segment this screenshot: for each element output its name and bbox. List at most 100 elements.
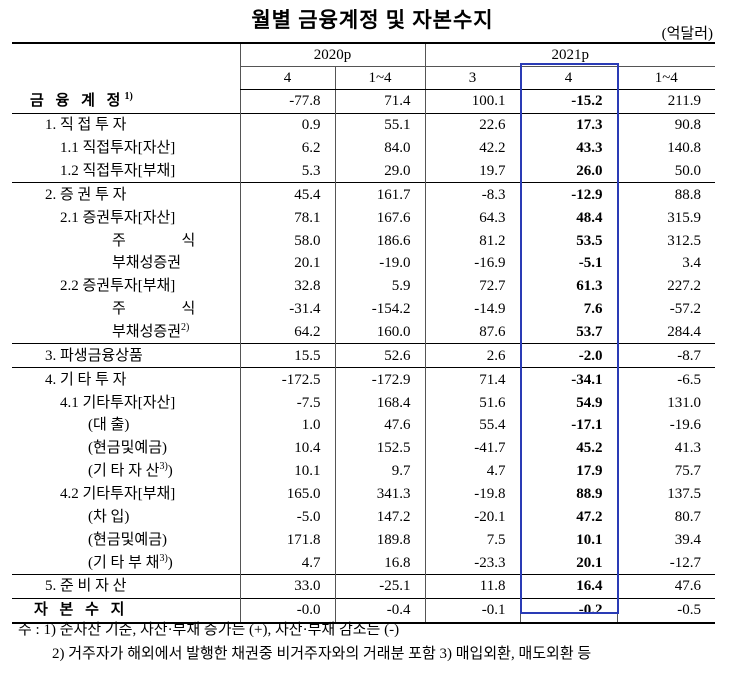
- label-text: 1. 직 접 투 자: [45, 117, 127, 134]
- row-label: 2.2 증권투자[부채]: [12, 275, 240, 298]
- cell-value: 7.6: [519, 297, 617, 321]
- cell-value: 58.0: [239, 229, 335, 253]
- row-label: 4.1 기타투자[자산]: [12, 391, 240, 414]
- cell-value: 88.8: [616, 182, 715, 207]
- cell-value: -15.2: [519, 89, 617, 114]
- cell-value: 284.4: [616, 320, 715, 344]
- label-text: 4. 기 타 투 자: [45, 371, 127, 388]
- cell-value: 64.2: [239, 320, 335, 344]
- label-text: (현금및예금): [88, 531, 167, 548]
- period-header: 4: [519, 66, 617, 90]
- table-row: 4.2 기타투자[부채] 165.0 341.3 -19.8 88.9 137.5: [12, 482, 715, 506]
- cell-value: 47.2: [519, 505, 617, 529]
- cell-value: -12.9: [519, 182, 617, 207]
- cell-value: 17.3: [519, 112, 617, 137]
- cell-value: -12.7: [616, 551, 715, 575]
- cell-value: 53.5: [519, 229, 617, 253]
- cell-value: 53.7: [519, 320, 617, 344]
- cell-value: -2.0: [519, 343, 617, 368]
- label-text: 주 식: [112, 232, 196, 249]
- year-row: 2020p 2021p: [12, 42, 715, 90]
- table-row: 부채성증권2) 64.2 160.0 87.6 53.7 284.4: [12, 320, 715, 344]
- cell-value: -14.9: [424, 297, 520, 321]
- label-text: 2.2 증권투자[부채]: [60, 278, 176, 295]
- cell-value: 33.0: [239, 574, 335, 599]
- cell-value: 171.8: [239, 528, 335, 552]
- cell-value: -77.8: [239, 89, 335, 114]
- label-text: 2.1 증권투자[자산]: [60, 209, 176, 226]
- cell-value: 315.9: [616, 206, 715, 230]
- row-label: (현금및예금): [12, 528, 240, 551]
- cell-value: -17.1: [519, 414, 617, 437]
- table-row: 2.1 증권투자[자산] 78.1 167.6 64.3 48.4 315.9: [12, 206, 715, 230]
- row-label: 4. 기 타 투 자: [12, 367, 240, 392]
- cell-value: 72.7: [424, 274, 520, 298]
- cell-value: -0.2: [519, 597, 617, 624]
- cell-value: -20.1: [424, 505, 520, 529]
- row-label: 1. 직 접 투 자: [12, 112, 240, 137]
- row-label: (차 입): [12, 505, 240, 528]
- cell-value: 26.0: [519, 159, 617, 183]
- cell-value: 78.1: [239, 206, 335, 230]
- footnote: 주 : 1) 순자산 기준, 자산·부채 증가는 (+), 자산·부채 감소는 …: [18, 622, 400, 638]
- row-label: 2. 증 권 투 자: [12, 182, 240, 207]
- table-row: 주 식 58.0 186.6 81.2 53.5 312.5: [12, 229, 715, 253]
- cell-value: 61.3: [519, 274, 617, 298]
- row-label: 금 융 계 정1): [12, 90, 240, 114]
- table-row: 금 융 계 정1) -77.8 71.4 100.1 -15.2 211.9: [12, 89, 715, 114]
- label-text: (기 타 부 채: [88, 554, 160, 571]
- table-row: 4.1 기타투자[자산] -7.5 168.4 51.6 54.9 131.0: [12, 391, 715, 415]
- cell-value: -41.7: [424, 436, 520, 460]
- row-label: 자 본 수 지: [12, 597, 240, 624]
- table-row: 3. 파생금융상품 15.5 52.6 2.6 -2.0 -8.7: [12, 343, 715, 368]
- cell-value: 47.6: [616, 574, 715, 599]
- cell-value: 51.6: [424, 391, 520, 415]
- cell-value: -8.7: [616, 343, 715, 368]
- cell-value: 227.2: [616, 274, 715, 298]
- label-text: 자 본 수 지: [34, 602, 129, 619]
- table-row: 1.2 직접투자[부채] 5.3 29.0 19.7 26.0 50.0: [12, 159, 715, 183]
- cell-value: 42.2: [424, 136, 520, 160]
- table-head: 2020p 2021p 4 1~4 3 4 1~4: [12, 42, 715, 90]
- year-header: 2021p: [424, 42, 715, 67]
- cell-value: 32.8: [239, 274, 335, 298]
- row-label: 3. 파생금융상품: [12, 343, 240, 368]
- cell-value: 211.9: [616, 89, 715, 114]
- cell-value: 1.0: [239, 414, 335, 437]
- cell-value: 22.6: [424, 112, 520, 137]
- footnote: 2) 거주자가 해외에서 발행한 채권중 비거주자와의 거래분 포함 3) 매입…: [52, 646, 592, 662]
- table-row: (차 입) -5.0 147.2 -20.1 47.2 80.7: [12, 505, 715, 529]
- cell-value: 39.4: [616, 528, 715, 552]
- row-label: 1.2 직접투자[부채]: [12, 160, 240, 183]
- label-text: (차 입): [88, 508, 130, 525]
- cell-value: 55.4: [424, 414, 520, 437]
- cell-value: 11.8: [424, 574, 520, 599]
- cell-value: -5.1: [519, 252, 617, 275]
- row-label: 1.1 직접투자[자산]: [12, 137, 240, 160]
- row-label: 부채성증권2): [12, 321, 240, 344]
- cell-value: -6.5: [616, 367, 715, 392]
- cell-value: -23.3: [424, 551, 520, 575]
- label-text: 주 식: [112, 301, 196, 318]
- row-label: (기 타 부 채3)): [12, 551, 240, 574]
- cell-value: 5.3: [239, 159, 335, 183]
- cell-value: -0.5: [616, 597, 715, 624]
- label-text: 4.1 기타투자[자산]: [60, 394, 176, 411]
- cell-value: 137.5: [616, 482, 715, 506]
- table-body: 금 융 계 정1) -77.8 71.4 100.1 -15.2 211.9 1. 직 접 …: [12, 89, 715, 624]
- period-row: 4 1~4 3 4 1~4: [12, 66, 715, 90]
- row-label: 주 식: [12, 298, 240, 321]
- cell-value: 50.0: [616, 159, 715, 183]
- cell-value: -172.5: [239, 367, 335, 392]
- cell-value: 80.7: [616, 505, 715, 529]
- period-header: 1~4: [334, 66, 425, 90]
- cell-value: -0.4: [334, 597, 425, 624]
- cell-value: 47.6: [334, 414, 425, 437]
- label-text: 1.1 직접투자[자산]: [60, 140, 176, 157]
- table-row: (기 타 부 채3)) 4.7 16.8 -23.3 20.1 -12.7: [12, 551, 715, 575]
- cell-value: 20.1: [519, 551, 617, 575]
- row-label: 2.1 증권투자[자산]: [12, 206, 240, 229]
- table: 2020p 2021p 4 1~4 3 4 1~4 금 융 계 정1) -77.8 71.4 1…: [12, 42, 715, 624]
- cell-value: 147.2: [334, 505, 425, 529]
- cell-value: 19.7: [424, 159, 520, 183]
